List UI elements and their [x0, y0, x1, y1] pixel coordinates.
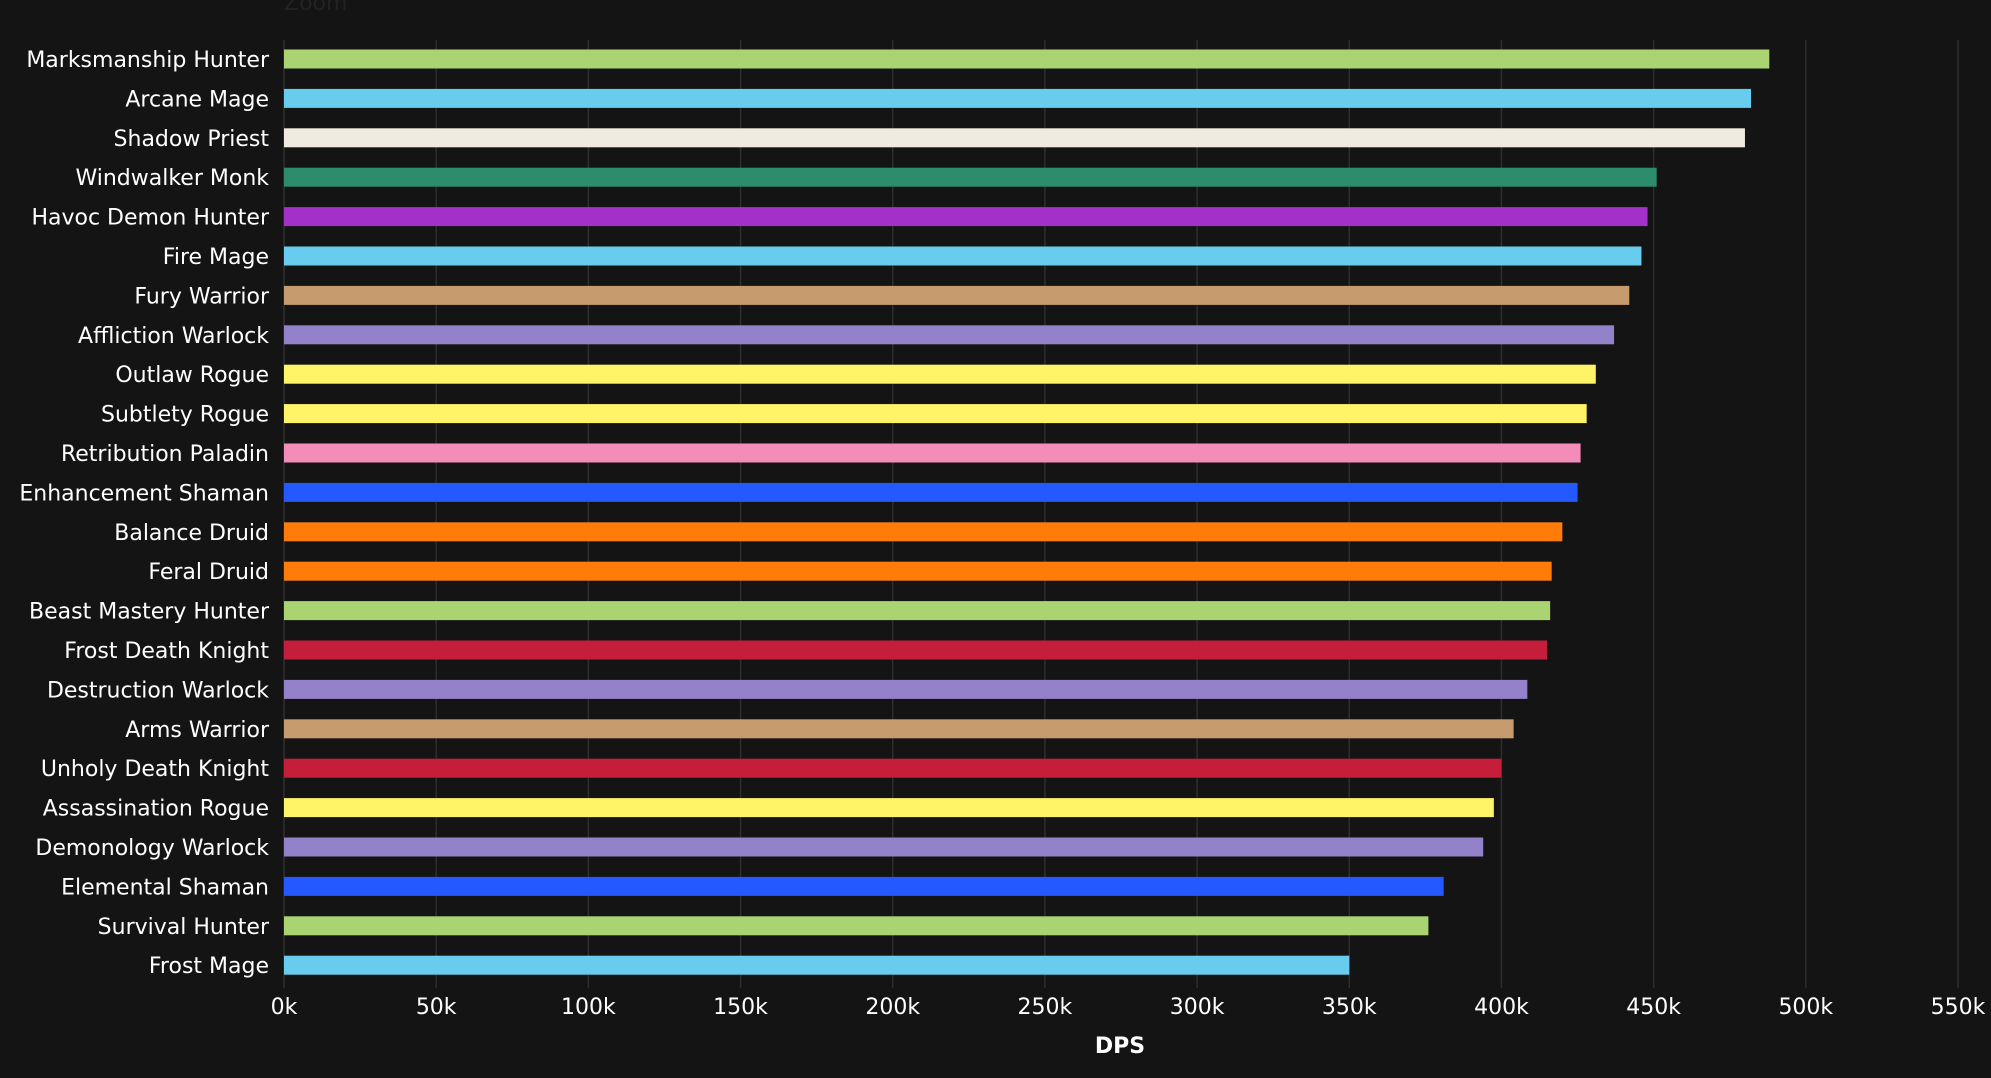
category-label: Elemental Shaman: [61, 875, 269, 900]
x-tick-label: 350k: [1322, 995, 1377, 1020]
category-label: Destruction Warlock: [47, 678, 269, 703]
x-axis-title: DPS: [1095, 1034, 1145, 1059]
x-tick-label: 50k: [416, 995, 457, 1020]
category-label: Retribution Paladin: [61, 442, 269, 467]
bar[interactable]: [284, 246, 1642, 266]
category-label: Frost Mage: [149, 954, 269, 979]
category-label: Frost Death Knight: [64, 639, 269, 664]
category-label: Subtlety Rogue: [101, 403, 269, 428]
x-tick-label: 200k: [865, 995, 920, 1020]
category-label: Enhancement Shaman: [19, 481, 269, 506]
category-label: Assassination Rogue: [43, 797, 269, 822]
bar[interactable]: [284, 798, 1494, 818]
x-tick-label: 100k: [561, 995, 616, 1020]
category-label: Outlaw Rogue: [115, 363, 269, 388]
bar[interactable]: [284, 167, 1657, 187]
x-tick-label: 300k: [1170, 995, 1225, 1020]
zoom-button[interactable]: Zoom: [284, 0, 348, 16]
category-label: Arcane Mage: [125, 87, 269, 112]
bar[interactable]: [284, 443, 1581, 463]
category-label: Arms Warrior: [125, 718, 270, 743]
bar[interactable]: [284, 88, 1752, 108]
category-label: Marksmanship Hunter: [26, 48, 270, 73]
category-label: Havoc Demon Hunter: [31, 206, 269, 231]
category-label: Demonology Warlock: [35, 836, 269, 861]
category-label: Balance Druid: [114, 521, 269, 546]
bar[interactable]: [284, 522, 1563, 542]
bar[interactable]: [284, 325, 1615, 345]
category-label: Fury Warrior: [134, 284, 270, 309]
x-tick-labels: 0k 50k 100k 150k 200k 250k 300k 350k 400k 450k 500…: [271, 995, 1986, 1020]
category-label: Unholy Death Knight: [41, 757, 269, 782]
category-label: Shadow Priest: [114, 127, 270, 152]
x-tick-label: 250k: [1018, 995, 1073, 1020]
bar[interactable]: [284, 285, 1630, 305]
category-label: Feral Druid: [148, 560, 269, 585]
bar[interactable]: [284, 128, 1745, 148]
x-tick-label: 500k: [1778, 995, 1833, 1020]
x-tick-label: 150k: [713, 995, 768, 1020]
bar[interactable]: [284, 955, 1350, 975]
bar[interactable]: [284, 640, 1548, 660]
grid-lines: [283, 40, 1959, 988]
bar[interactable]: [284, 719, 1514, 739]
bar[interactable]: [284, 404, 1587, 424]
bar[interactable]: [284, 207, 1648, 227]
x-tick-label: 400k: [1474, 995, 1529, 1020]
bars: [284, 49, 1770, 975]
x-tick-label: 450k: [1626, 995, 1681, 1020]
category-label: Affliction Warlock: [78, 324, 269, 349]
bar[interactable]: [284, 876, 1444, 896]
bar[interactable]: [284, 482, 1578, 502]
x-tick-label: 550k: [1931, 995, 1986, 1020]
category-label: Beast Mastery Hunter: [29, 600, 270, 625]
x-tick-label: 0k: [271, 995, 298, 1020]
bar[interactable]: [284, 561, 1552, 581]
category-label: Fire Mage: [163, 245, 269, 270]
category-labels: Marksmanship Hunter Arcane Mage Shadow Pri…: [19, 48, 270, 979]
bar[interactable]: [284, 364, 1596, 384]
category-label: Survival Hunter: [98, 915, 270, 940]
bar[interactable]: [284, 758, 1502, 778]
bar[interactable]: [284, 679, 1528, 699]
category-label: Windwalker Monk: [75, 166, 269, 191]
bar[interactable]: [284, 837, 1484, 857]
bar[interactable]: [284, 49, 1770, 69]
bar[interactable]: [284, 916, 1429, 936]
bar[interactable]: [284, 601, 1551, 621]
